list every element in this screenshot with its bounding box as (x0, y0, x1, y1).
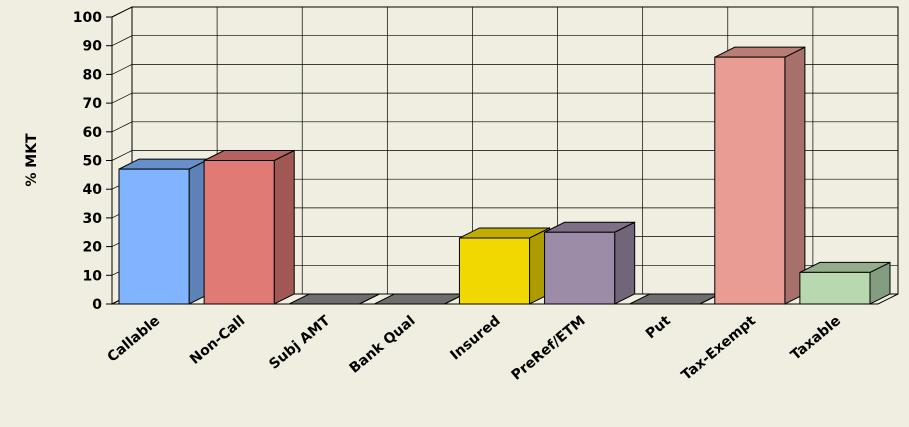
bar (544, 221, 636, 305)
x-tick-label: Insured (447, 313, 503, 364)
x-tick-label: Taxable (788, 313, 844, 364)
y-tick-label: 40 (83, 182, 103, 198)
y-tick-label: 60 (83, 125, 103, 141)
bar (799, 261, 891, 305)
bar-front (458, 237, 531, 305)
bar-front (118, 168, 190, 305)
bar (714, 46, 806, 305)
x-tick-label: Callable (105, 313, 164, 366)
y-tick-label: 30 (83, 211, 103, 227)
y-tick-label: 100 (73, 10, 102, 26)
bar-front (799, 271, 871, 305)
x-tick-label: Bank Qual (347, 313, 419, 377)
y-tick-label: 20 (83, 240, 103, 256)
x-tick-label: Subj AMT (266, 313, 333, 373)
bar-side (273, 149, 295, 305)
x-tick-label: PreRef/ETM (509, 313, 589, 384)
y-tick-label: 80 (83, 67, 103, 83)
bar-front (544, 231, 616, 305)
y-tick-label: 50 (83, 154, 103, 170)
y-tick-label: 70 (83, 96, 103, 112)
x-tick-label: Non-Call (187, 313, 248, 368)
y-tick-label: 90 (83, 39, 103, 55)
bar-side (614, 221, 636, 305)
x-tick-label: Tax-Exempt (679, 313, 760, 384)
bar (118, 158, 210, 305)
bar-front (203, 160, 275, 305)
bar-front (714, 56, 786, 305)
bar-side (784, 46, 806, 305)
y-tick-label: 10 (83, 268, 103, 284)
y-tick-label: 0 (92, 297, 102, 313)
x-tick-label: Put (643, 313, 674, 343)
bar (288, 293, 380, 305)
bar (203, 149, 295, 305)
bar (458, 227, 551, 305)
y-axis-title: % MKT (24, 133, 40, 187)
